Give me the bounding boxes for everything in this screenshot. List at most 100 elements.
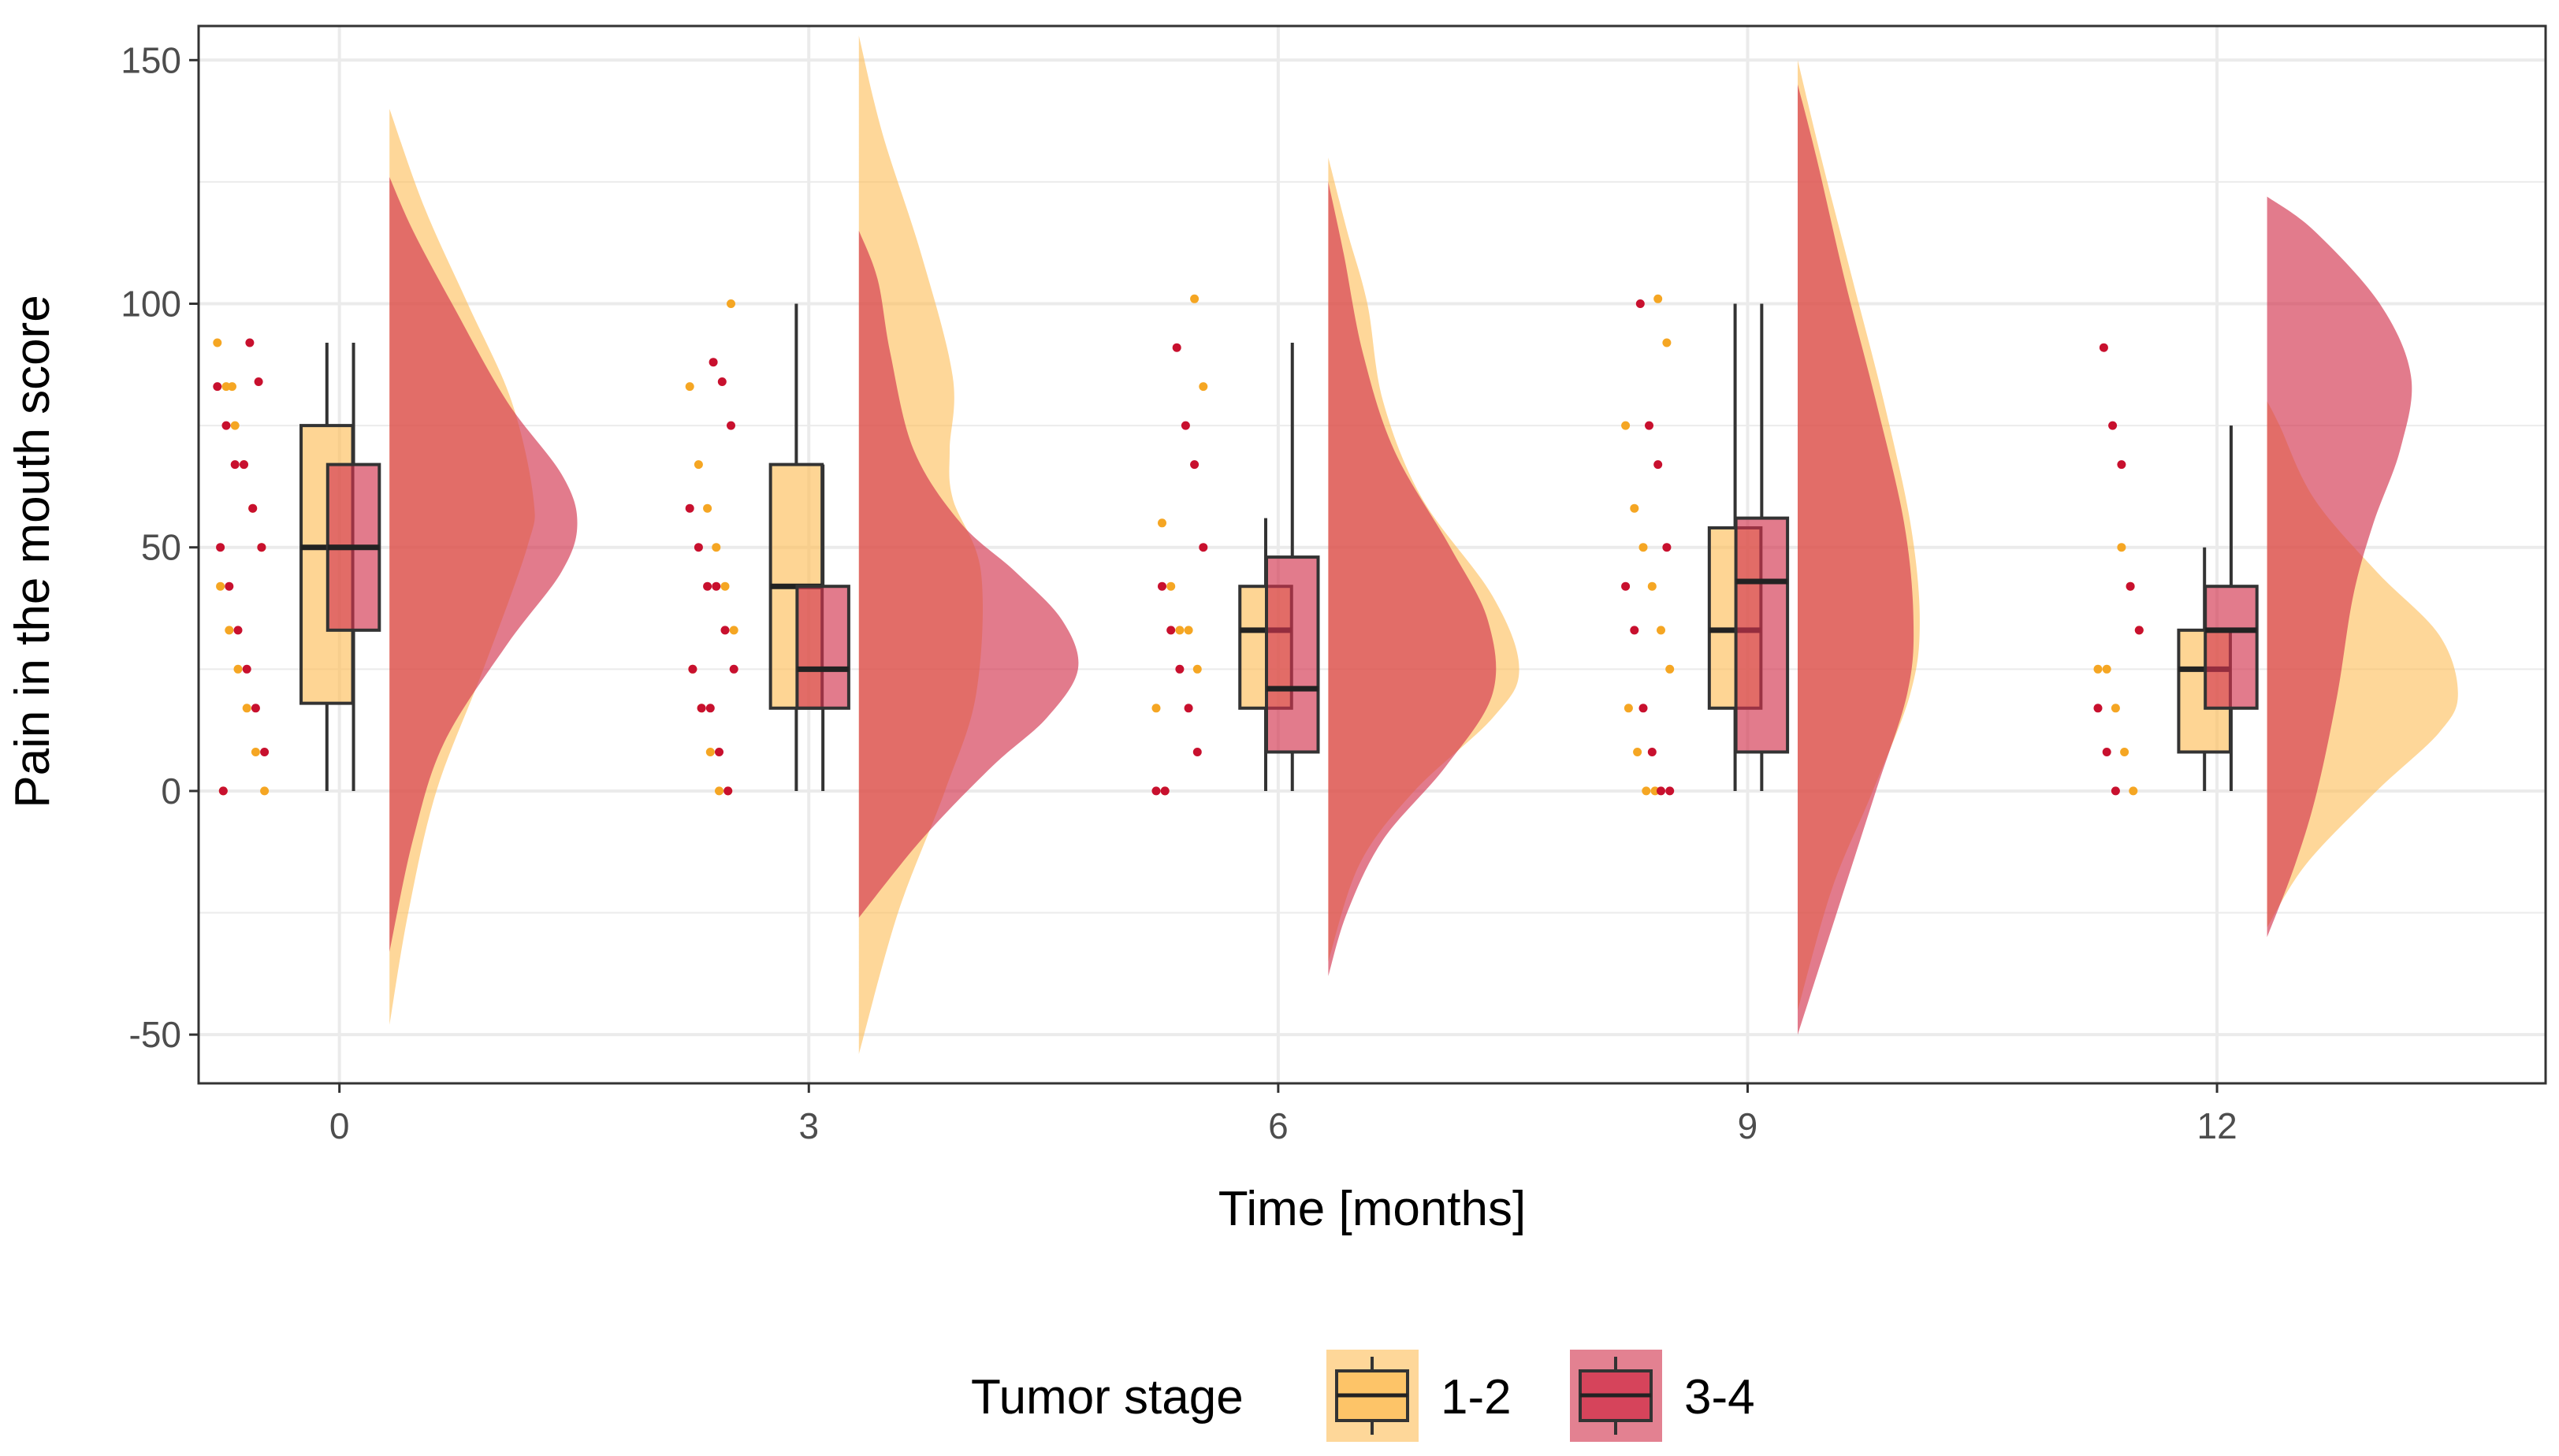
data-point-1-2 [1633,748,1642,756]
data-point-1-2 [1653,294,1663,303]
data-point-1-2 [260,786,270,796]
data-point-3-4 [230,460,240,470]
data-point-3-4 [697,704,706,713]
jittered-points [213,294,2144,796]
box-body [1734,516,1790,754]
legend-keys: 1-2 3-4 [1326,1350,1755,1442]
box-body [795,585,850,710]
data-point-3-4 [254,377,263,386]
data-point-1-2 [720,581,730,591]
density-clouds [389,35,2458,1054]
data-point-1-2 [1190,294,1200,303]
box-body [1264,555,1320,754]
plot-panel-border [197,24,2547,1085]
box-plot-3-4 [1734,303,1790,791]
x-tick-label: 0 [329,1105,350,1146]
data-point-3-4 [245,338,255,347]
data-point-3-4 [242,664,251,674]
data-point-1-2 [228,382,236,392]
box-body [2204,585,2259,710]
data-point-3-4 [1638,704,1648,713]
data-point-3-4 [225,581,234,591]
data-point-3-4 [717,377,727,386]
legend-label: 1-2 [1441,1370,1512,1424]
data-point-1-2 [2102,664,2111,674]
data-point-3-4 [694,543,703,552]
data-point-3-4 [218,786,228,796]
data-point-3-4 [1635,299,1645,308]
data-point-1-2 [2111,704,2120,713]
data-point-3-4 [2111,786,2120,796]
legend-title: Tumor stage [971,1370,1244,1424]
data-point-1-2 [230,421,240,430]
data-point-3-4 [2134,626,2144,635]
y-axis-title: Pain in the mouth score [6,295,60,808]
data-point-1-2 [694,460,703,470]
box-plots [299,303,2259,791]
data-point-3-4 [251,704,260,713]
data-point-3-4 [216,543,225,552]
legend-label: 3-4 [1684,1370,1755,1424]
data-point-3-4 [703,581,712,591]
data-point-3-4 [260,748,270,756]
data-point-1-2 [2129,786,2138,796]
box-plot-3-4 [325,342,381,791]
y-tick-label: 150 [121,39,181,80]
data-point-3-4 [2099,343,2108,352]
data-point-3-4 [1166,626,1176,635]
data-point-1-2 [225,626,234,635]
data-point-3-4 [2093,704,2103,713]
data-point-3-4 [1647,748,1657,756]
data-point-3-4 [248,503,258,513]
legend: Tumor stage 1-2 3-4 [971,1350,1755,1442]
density-cloud-3-4 [1328,181,1497,976]
data-point-3-4 [233,626,243,635]
data-point-3-4 [1665,786,1675,796]
data-point-3-4 [723,786,733,796]
data-point-3-4 [221,421,231,430]
data-point-3-4 [712,581,721,591]
data-point-1-2 [1642,786,1651,796]
data-point-1-2 [2093,664,2103,674]
data-point-1-2 [1151,704,1161,713]
data-point-3-4 [727,421,735,430]
data-point-1-2 [1199,382,1208,392]
data-point-3-4 [709,358,718,367]
data-point-3-4 [1172,343,1181,352]
legend-key-1-2: 1-2 [1326,1350,1512,1442]
x-axis-title: Time [months] [1218,1182,1526,1236]
data-point-3-4 [685,503,694,513]
data-point-1-2 [233,664,243,674]
x-tick-label: 9 [1738,1105,1758,1146]
data-point-1-2 [712,543,721,552]
data-point-1-2 [1662,338,1672,347]
data-point-3-4 [729,664,738,674]
data-point-1-2 [1657,626,1665,635]
y-tick-label: 0 [161,771,181,812]
data-point-1-2 [216,581,225,591]
data-point-3-4 [2102,748,2111,756]
data-point-1-2 [705,748,715,756]
x-tick-label: 3 [798,1105,819,1146]
y-tick-label: 50 [141,527,181,568]
data-point-3-4 [1630,626,1639,635]
data-point-1-2 [242,704,251,713]
data-point-3-4 [213,382,222,392]
data-point-3-4 [688,664,697,674]
data-point-1-2 [1158,518,1166,528]
data-point-1-2 [1192,664,1202,674]
density-cloud-3-4 [1798,84,1914,1035]
data-point-1-2 [685,382,694,392]
data-point-1-2 [1184,626,1193,635]
data-point-3-4 [240,460,248,470]
data-point-1-2 [715,786,723,796]
data-point-3-4 [2126,581,2135,591]
data-point-1-2 [2117,543,2126,552]
data-point-3-4 [1160,786,1170,796]
data-point-3-4 [1199,543,1208,552]
data-point-3-4 [1190,460,1200,470]
data-point-3-4 [1662,543,1672,552]
data-point-1-2 [1624,704,1633,713]
box-plot-3-4 [795,464,850,791]
